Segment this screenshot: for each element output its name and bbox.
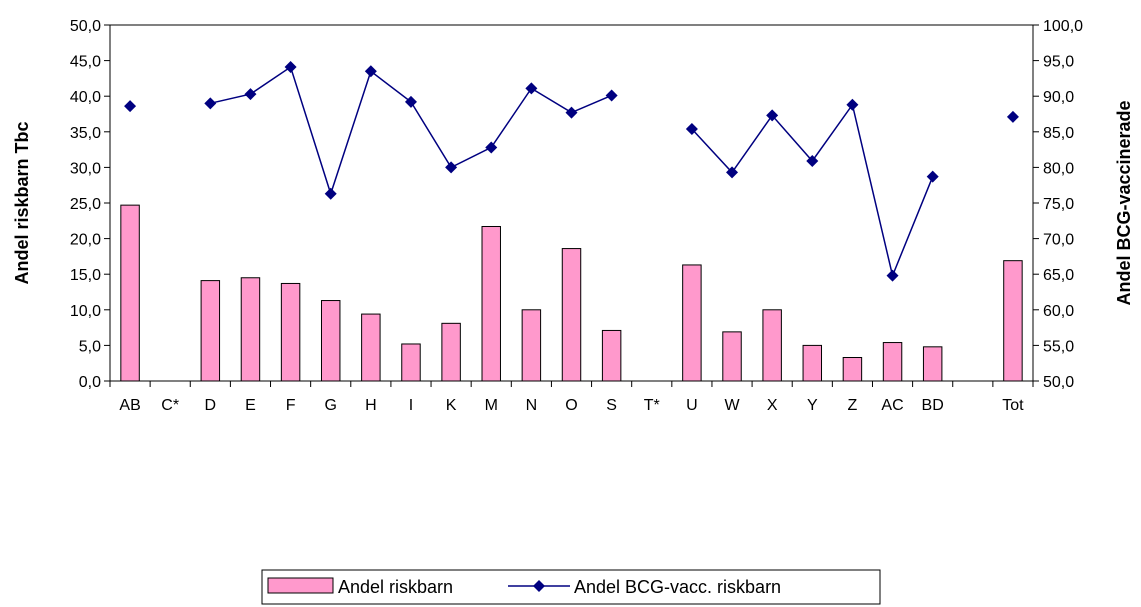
y2-tick-label: 95,0	[1043, 54, 1074, 71]
x-tick-label: D	[205, 397, 217, 414]
bar	[1003, 260, 1023, 382]
line-point	[605, 89, 618, 102]
x-tick-label: G	[324, 397, 336, 414]
y2-axis-title: Andel BCG-vaccinerade	[1114, 100, 1134, 305]
line-point	[324, 187, 337, 200]
legend-line-marker	[533, 580, 545, 592]
bar	[842, 357, 863, 382]
x-tick-label: Tot	[1002, 397, 1024, 414]
y2-tick-label: 55,0	[1043, 338, 1074, 355]
bar	[922, 346, 943, 382]
bar	[481, 225, 501, 382]
y-tick-label: 35,0	[70, 125, 101, 142]
x-tick-label: N	[526, 397, 538, 414]
bar	[240, 277, 261, 382]
bar	[762, 309, 782, 382]
x-tick-label: H	[365, 397, 377, 414]
x-tick-label: C*	[161, 397, 179, 414]
x-tick-label: AC	[881, 397, 903, 414]
x-tick-label: F	[286, 397, 296, 414]
x-tick-label: K	[446, 397, 457, 414]
legend-bar-label: Andel riskbarn	[338, 577, 453, 597]
legend-line-label: Andel BCG-vacc. riskbarn	[574, 577, 781, 597]
y-tick-label: 15,0	[70, 267, 101, 284]
y2-tick-label: 70,0	[1043, 232, 1074, 249]
line-point	[766, 109, 779, 122]
bar	[120, 204, 140, 382]
line-point	[726, 166, 739, 179]
x-axis: AB C* D E F G H I K M N O S T* U W X Y Z AC BD Tot	[109, 381, 1034, 414]
x-tick-label: T*	[644, 397, 660, 414]
x-tick-label: AB	[119, 397, 140, 414]
bar-series	[120, 204, 1023, 382]
y-axis-right: 50,0 55,0 60,0 65,0 70,0 75,0 80,0 85,0 90,0 95,0…	[1033, 18, 1083, 391]
line-point	[926, 170, 939, 183]
y-tick-label: 10,0	[70, 303, 101, 320]
bar	[361, 313, 381, 382]
legend-box	[261, 569, 881, 605]
y2-tick-label: 90,0	[1043, 89, 1074, 106]
y-axis-left: 0,0 5,0 10,0 15,0 20,0 25,0 30,0 35,0 40,0 45,0 50…	[70, 18, 110, 391]
y2-tick-label: 85,0	[1043, 125, 1074, 142]
line-point	[685, 122, 698, 135]
x-tick-label: M	[485, 397, 498, 414]
x-tick-label: Y	[807, 397, 818, 414]
x-tick-label: S	[606, 397, 617, 414]
line-point	[565, 106, 578, 119]
line-point	[284, 61, 297, 74]
y-tick-label: 0,0	[79, 374, 101, 391]
y-tick-label: 25,0	[70, 196, 101, 213]
line-point	[445, 161, 458, 174]
bar	[441, 322, 461, 382]
y-tick-label: 30,0	[70, 160, 101, 177]
bar	[601, 329, 622, 382]
line-series	[124, 61, 1019, 282]
y2-tick-label: 65,0	[1043, 267, 1074, 284]
bar	[561, 248, 582, 382]
y-tick-label: 45,0	[70, 54, 101, 71]
bar	[280, 282, 301, 382]
line-point	[204, 97, 217, 110]
line-point	[404, 95, 417, 108]
line-point	[485, 141, 498, 154]
bar	[682, 264, 702, 382]
bar	[722, 331, 742, 382]
bar	[802, 344, 823, 382]
y-tick-label: 40,0	[70, 89, 101, 106]
bar	[320, 300, 341, 382]
line-point	[806, 154, 819, 167]
y2-tick-label: 80,0	[1043, 160, 1074, 177]
line-point	[364, 65, 377, 78]
bar	[401, 343, 421, 382]
legend-bar-swatch	[267, 577, 334, 594]
y-tick-label: 20,0	[70, 232, 101, 249]
legend: Andel riskbarn Andel BCG-vacc. riskbarn	[261, 569, 881, 605]
x-tick-label: BD	[922, 397, 944, 414]
x-tick-label: O	[565, 397, 577, 414]
y2-tick-label: 50,0	[1043, 374, 1074, 391]
x-tick-label: W	[724, 397, 740, 414]
y2-tick-label: 75,0	[1043, 196, 1074, 213]
line-point	[525, 82, 538, 95]
line-point	[124, 100, 137, 113]
bar	[521, 309, 542, 382]
line-point	[1006, 110, 1019, 123]
x-tick-label: X	[767, 397, 778, 414]
line-point	[886, 269, 899, 282]
y-tick-label: 50,0	[70, 18, 101, 35]
x-tick-label: Z	[848, 397, 858, 414]
line-point	[846, 98, 859, 111]
y2-tick-label: 100,0	[1043, 18, 1083, 35]
y-tick-label: 5,0	[79, 338, 101, 355]
x-tick-label: U	[686, 397, 698, 414]
x-tick-label: I	[409, 397, 413, 414]
line-point	[244, 88, 257, 101]
bar	[200, 280, 221, 382]
x-tick-label: E	[245, 397, 256, 414]
y2-tick-label: 60,0	[1043, 303, 1074, 320]
bar	[882, 342, 903, 382]
y-axis-title: Andel riskbarn Tbc	[12, 121, 32, 284]
